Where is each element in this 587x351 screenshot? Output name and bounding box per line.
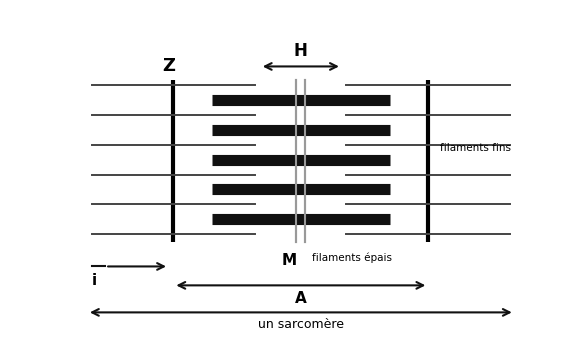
Text: H: H xyxy=(294,42,308,60)
Text: Z: Z xyxy=(163,57,176,74)
Text: M: M xyxy=(282,253,297,268)
Text: filaments épais: filaments épais xyxy=(312,253,392,264)
Text: filaments fins: filaments fins xyxy=(440,143,511,153)
Text: i: i xyxy=(92,273,97,288)
Text: A: A xyxy=(295,291,307,306)
Text: un sarcomère: un sarcomère xyxy=(258,318,344,331)
